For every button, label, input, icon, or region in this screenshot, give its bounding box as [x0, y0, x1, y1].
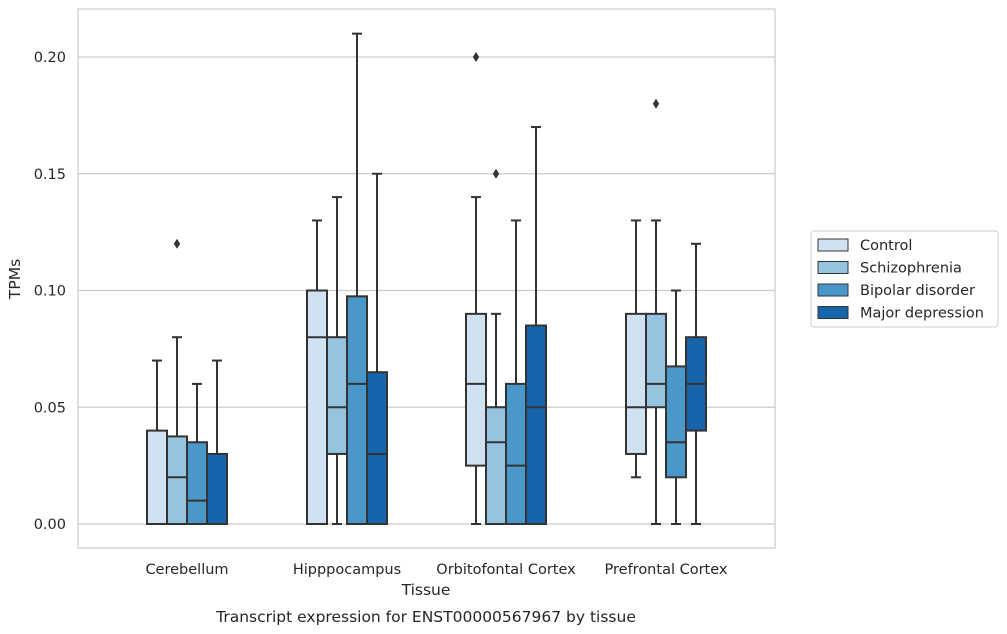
y-tick-label: 0.15 — [34, 167, 66, 183]
legend: Control Schizophrenia Bipolar disorder Majo… — [810, 230, 999, 328]
box-major-depression — [206, 359, 228, 526]
box-iqr — [485, 406, 507, 525]
y-tick-label: 0.20 — [34, 50, 66, 66]
chart-caption: Transcript expression for ENST0000056796… — [215, 608, 636, 626]
y-tick-label: 0.00 — [34, 517, 66, 533]
box-bipolar-disorder — [505, 219, 527, 525]
x-tick-label: Hipppocampus — [293, 562, 401, 578]
legend-swatch — [817, 238, 849, 252]
box-schizophrenia — [326, 196, 348, 525]
y-tick-label: 0.10 — [34, 284, 66, 300]
box-iqr — [665, 365, 687, 479]
box-iqr — [166, 435, 188, 525]
legend-label: Bipolar disorder — [860, 283, 975, 299]
legend-label: Control — [860, 238, 912, 254]
legend-frame — [810, 230, 999, 328]
box-iqr — [346, 295, 368, 525]
legend-label: Major depression — [860, 306, 984, 322]
y-axis-title: TPMs — [6, 259, 24, 300]
x-axis-title: Tissue — [401, 581, 451, 599]
y-tick-labels: 0.00 0.05 0.10 0.15 0.20 — [34, 50, 66, 533]
x-tick-label: Prefrontal Cortex — [605, 562, 728, 578]
box-major-depression — [685, 242, 707, 525]
legend-swatch — [817, 261, 849, 274]
y-tick-label: 0.05 — [34, 400, 66, 416]
x-tick-label: Cerebellum — [145, 562, 228, 578]
box-iqr — [186, 441, 208, 525]
box-iqr — [146, 429, 168, 526]
box-iqr — [366, 371, 388, 525]
box-bipolar-disorder — [346, 32, 368, 525]
x-tick-labels: Cerebellum Hipppocampus Orbitofontal Corte… — [145, 562, 727, 578]
plot-frame — [77, 8, 776, 549]
outlier-point — [492, 168, 500, 179]
box-iqr — [505, 382, 527, 525]
boxes — [146, 32, 707, 526]
outlier-point — [472, 52, 480, 62]
box-iqr — [206, 452, 228, 526]
legend-swatch — [817, 283, 849, 297]
box-iqr — [525, 324, 547, 525]
box-iqr — [465, 312, 487, 467]
box-iqr — [645, 312, 667, 409]
box-control — [465, 52, 487, 525]
outlier-point — [173, 238, 181, 249]
box-major-depression — [366, 172, 388, 525]
legend-label: Schizophrenia — [860, 261, 962, 277]
x-tick-label: Orbitofontal Cortex — [436, 562, 576, 578]
legend-swatch — [817, 306, 849, 319]
box-iqr — [326, 336, 348, 455]
outlier-point — [652, 98, 660, 109]
box-schizophrenia — [645, 98, 667, 525]
box-iqr — [306, 289, 328, 525]
box-iqr — [625, 312, 647, 455]
box-major-depression — [525, 126, 547, 525]
